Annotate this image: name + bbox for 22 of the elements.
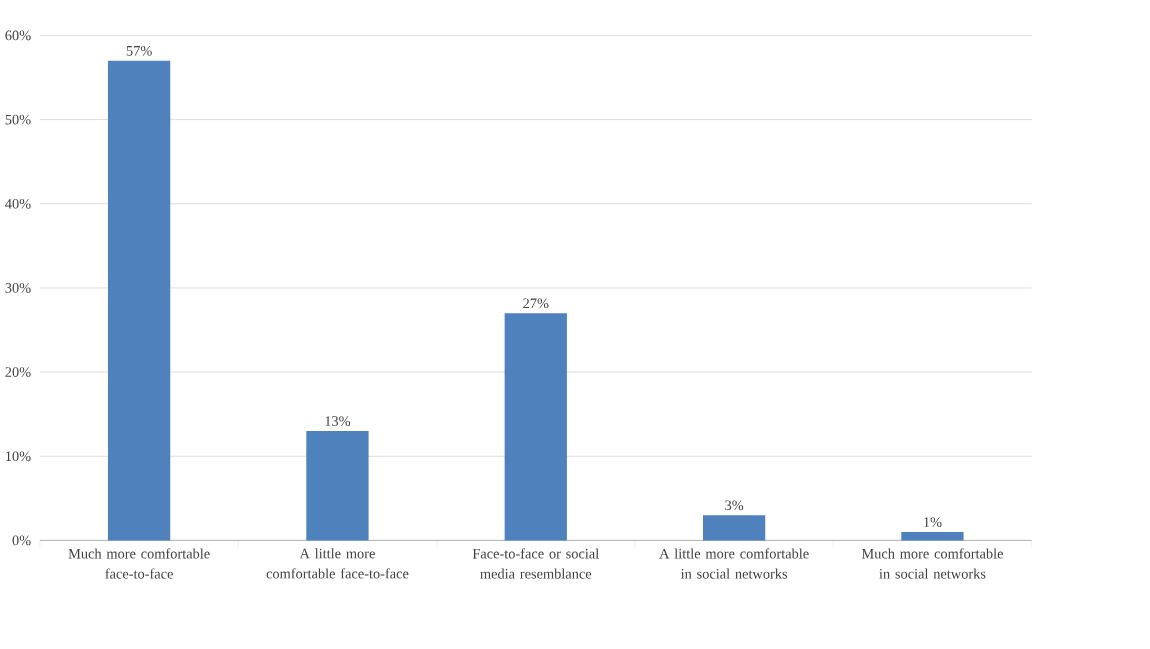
x-tick-label: A little more comfortable face-to-face bbox=[266, 548, 409, 579]
data-label: 1% bbox=[924, 517, 942, 528]
bar bbox=[107, 60, 171, 541]
y-tick-label: 30% bbox=[5, 283, 31, 293]
x-tick-label: Much more comfortable in social networks bbox=[861, 548, 1003, 579]
bar bbox=[702, 515, 766, 541]
y-tick-label: 60% bbox=[5, 30, 31, 41]
data-label: 57% bbox=[126, 46, 152, 56]
data-label: 13% bbox=[325, 416, 351, 427]
y-tick-label: 10% bbox=[6, 451, 31, 462]
bar bbox=[306, 431, 369, 541]
y-tick-label: 50% bbox=[5, 114, 31, 125]
bar bbox=[504, 313, 567, 541]
x-tick-label: Face-to-face or social media resemblance bbox=[472, 548, 599, 579]
x-tick-label: A little more comfortable in social networks bbox=[659, 548, 809, 579]
data-label: 3% bbox=[725, 500, 744, 511]
x-tick-label: Much more comfortable face-to-face bbox=[68, 548, 210, 579]
data-label: 27% bbox=[523, 298, 549, 309]
y-tick-label: 40% bbox=[5, 199, 31, 209]
y-tick-label: 20% bbox=[5, 367, 31, 378]
bar bbox=[901, 532, 964, 541]
y-tick-label: 0% bbox=[12, 535, 31, 546]
